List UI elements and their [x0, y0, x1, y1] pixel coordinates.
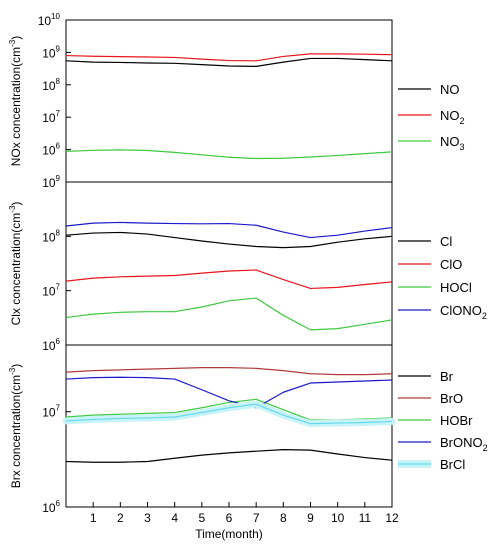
- xtick-label: 3: [144, 511, 151, 525]
- panel-2-ylabel: Clx concentration(cm-3): [8, 202, 23, 326]
- legend-Br-label: Br: [440, 369, 454, 384]
- panel-1-ytick-label: 108: [42, 77, 60, 93]
- xtick-label: 2: [117, 511, 124, 525]
- series-HOCl-line: [65, 297, 393, 331]
- series-NO2-line: [65, 53, 393, 62]
- xtick-label: 9: [307, 511, 314, 525]
- panel-1-ytick-label: 109: [42, 44, 60, 60]
- series-ClO-line: [65, 269, 393, 290]
- panel-2-ytick-label: 106: [42, 337, 60, 353]
- legend-Cl-label: Cl: [440, 234, 452, 249]
- series-NO3-line: [65, 149, 393, 160]
- legend-NO2-label: NO2: [440, 108, 465, 126]
- panel-1-ytick-label: 106: [42, 142, 60, 158]
- xtick-label: 10: [331, 511, 345, 525]
- series-BrONO2-line: [65, 376, 393, 409]
- legend-BrONO2-label: BrONO2: [440, 435, 488, 453]
- legend-BrCl-label: BrCl: [440, 457, 465, 472]
- legend-ClO-label: ClO: [440, 257, 462, 272]
- legend-BrO-label: BrO: [440, 391, 463, 406]
- panel-2-ytick-label: 107: [42, 283, 60, 299]
- x-axis-label: Time(month): [195, 527, 263, 541]
- panel-1-ytick-label: 1010: [38, 12, 61, 28]
- legend-NO3-label: NO3: [440, 134, 465, 152]
- panel-1-ylabel: NOx concentration(cm-3): [8, 36, 23, 167]
- legend-HOCl-label: HOCl: [440, 280, 472, 295]
- series-BrO-line: [65, 367, 393, 376]
- panel-2-ytick-label: 108: [42, 228, 60, 244]
- panel-3-ytick-label: 106: [42, 499, 60, 515]
- xtick-label: 8: [280, 511, 287, 525]
- series-BrCl-line: [65, 403, 393, 425]
- xtick-label: 11: [359, 511, 372, 525]
- series-ClONO2-line: [65, 221, 393, 239]
- legend-NO-label: NO: [440, 82, 460, 97]
- panel-2-ytick-label: 109: [42, 174, 60, 190]
- legend-HOBr-label: HOBr: [440, 413, 473, 428]
- legend-ClONO2-label: ClONO2: [440, 303, 487, 321]
- panel-1-ytick-label: 107: [42, 109, 60, 125]
- xtick-label: 5: [198, 511, 205, 525]
- xtick-label: 4: [171, 511, 178, 525]
- panel-3-ylabel: Brx concentration(cm-3): [8, 364, 23, 489]
- xtick-label: 1: [90, 511, 97, 525]
- series-Cl-line: [65, 231, 393, 249]
- panel-2-frame: [65, 181, 393, 346]
- xtick-label: 7: [253, 511, 260, 525]
- xtick-label: 6: [226, 511, 233, 525]
- xtick-label: 12: [385, 511, 399, 525]
- panel-3-ytick-label: 107: [42, 404, 60, 420]
- series-NO-line: [65, 57, 393, 67]
- series-Br-line: [65, 449, 393, 463]
